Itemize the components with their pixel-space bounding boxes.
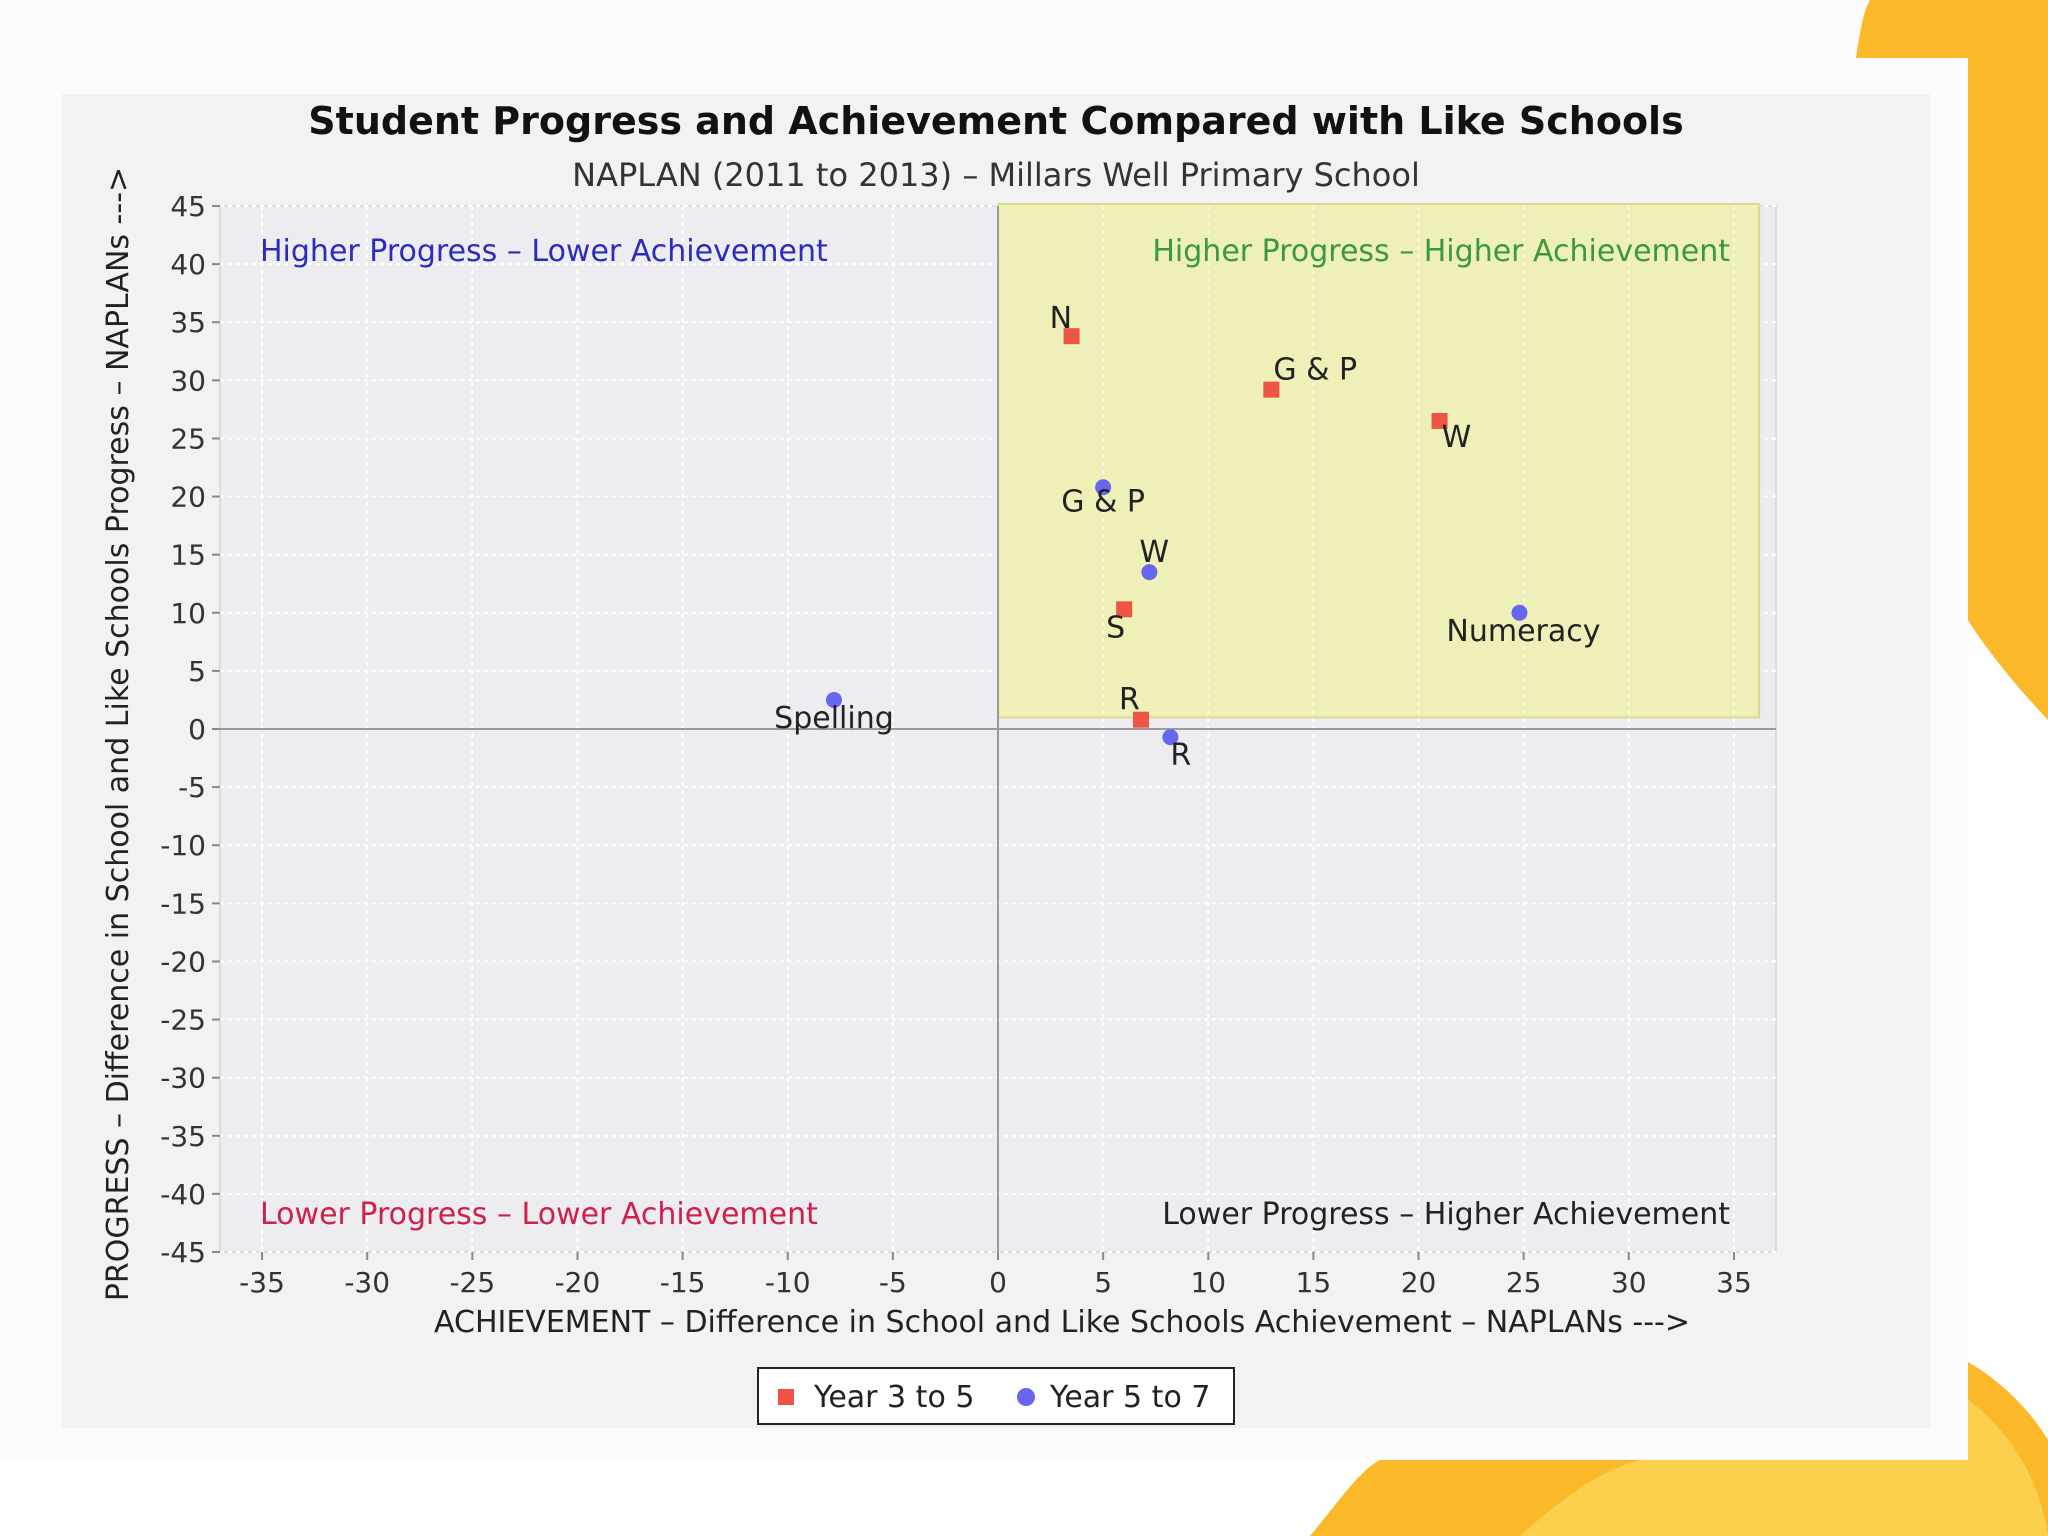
chart-title: Student Progress and Achievement Compare… [308,99,1683,143]
point-year-3-to-5 [1263,381,1280,398]
x-tick-label: 5 [1094,1266,1112,1299]
point-label: S [1106,610,1125,645]
x-tick-label: -20 [555,1266,601,1299]
x-tick-label: -10 [765,1266,811,1299]
y-tick-label: 20 [170,481,206,514]
y-tick-label: 25 [170,422,206,455]
y-tick-label: -20 [160,945,206,978]
point-year-5-to-7 [825,691,842,708]
legend-marker-year-5-to-7 [1017,1388,1035,1406]
x-tick-label: -30 [344,1266,390,1299]
y-tick-label: -40 [160,1178,206,1211]
scatter-chart: Student Progress and Achievement Compare… [101,99,1777,1425]
point-year-3-to-5 [1063,328,1080,345]
y-tick-label: 30 [170,364,206,397]
y-tick-label: -5 [178,771,206,804]
x-tick-label: 30 [1611,1266,1647,1299]
x-tick-label: 0 [989,1266,1007,1299]
y-tick-label: 45 [170,190,206,223]
legend-label-year-3-to-5: Year 3 to 5 [813,1380,974,1415]
x-axis-label: ACHIEVEMENT – Difference in School and L… [434,1305,1690,1340]
decor-yellow-shape-top [1856,0,2048,720]
decor-yellow-highlight [1520,1400,2048,1536]
x-axis-ticks: -35 -30 -25 -20 -15 -10 -5 0 5 10 15 20 25 30 35 [239,1252,1752,1299]
y-tick-label: 15 [170,539,206,572]
legend-marker-year-3-to-5 [778,1389,794,1405]
y-axis-label: PROGRESS – Difference in School and Like… [101,167,136,1301]
quadrant-label-bottom-left: Lower Progress – Lower Achievement [260,1197,818,1232]
y-tick-label: 40 [170,248,206,281]
legend: Year 3 to 5 Year 5 to 7 [757,1367,1235,1425]
y-tick-label: -15 [160,887,206,920]
y-tick-label: 10 [170,597,206,630]
x-tick-label: 25 [1506,1266,1542,1299]
legend-label-year-5-to-7: Year 5 to 7 [1049,1380,1210,1415]
data-points: N G & P W S R G & P W Numeracy Spelling R [774,301,1600,773]
y-axis-ticks: 45 40 35 30 25 20 15 10 5 0 -5 -10 -15 -20 -25 -30 -35 -4… [160,190,220,1269]
x-tick-label: 15 [1296,1266,1332,1299]
y-tick-label: 35 [170,306,206,339]
y-tick-label: -10 [160,829,206,862]
point-label: W [1139,535,1169,570]
point-label: W [1442,420,1472,455]
chart-subtitle: NAPLAN (2011 to 2013) – Millars Well Pri… [572,156,1420,194]
point-label: Spelling [774,701,894,736]
x-tick-label: -25 [449,1266,495,1299]
point-label: N [1050,301,1072,336]
point-label: R [1170,738,1191,773]
zero-axis-lines [220,206,1776,1252]
point-label: Numeracy [1446,614,1600,649]
point-label: G & P [1061,484,1145,519]
quadrant-label-top-left: Higher Progress – Lower Achievement [260,234,828,269]
point-label: R [1119,683,1140,718]
y-tick-label: -35 [160,1120,206,1153]
legend-box [757,1367,1235,1425]
quadrant-label-top-right: Higher Progress – Higher Achievement [1152,234,1730,269]
point-year-3-to-5 [1116,601,1133,618]
y-tick-label: -30 [160,1062,206,1095]
highlight-quadrant-top-right [997,203,1761,719]
x-tick-label: 20 [1401,1266,1437,1299]
chart-panel: Student Progress and Achievement Compare… [62,94,1930,1428]
quadrant-label-bottom-right: Lower Progress – Higher Achievement [1162,1197,1730,1232]
x-tick-label: 10 [1190,1266,1226,1299]
point-year-3-to-5 [1132,711,1149,728]
point-year-5-to-7 [1141,564,1158,581]
y-tick-label: -45 [160,1236,206,1269]
x-tick-label: 35 [1716,1266,1752,1299]
y-tick-label: -25 [160,1004,206,1037]
point-year-3-to-5 [1431,413,1448,430]
x-tick-label: -15 [660,1266,706,1299]
x-tick-label: -5 [879,1266,907,1299]
y-tick-label: 5 [188,655,206,688]
x-tick-label: -35 [239,1266,285,1299]
point-year-5-to-7 [1511,604,1528,621]
point-year-5-to-7 [1162,729,1179,746]
point-year-5-to-7 [1095,479,1112,496]
y-tick-label: 0 [188,713,206,746]
point-label: G & P [1273,353,1357,388]
